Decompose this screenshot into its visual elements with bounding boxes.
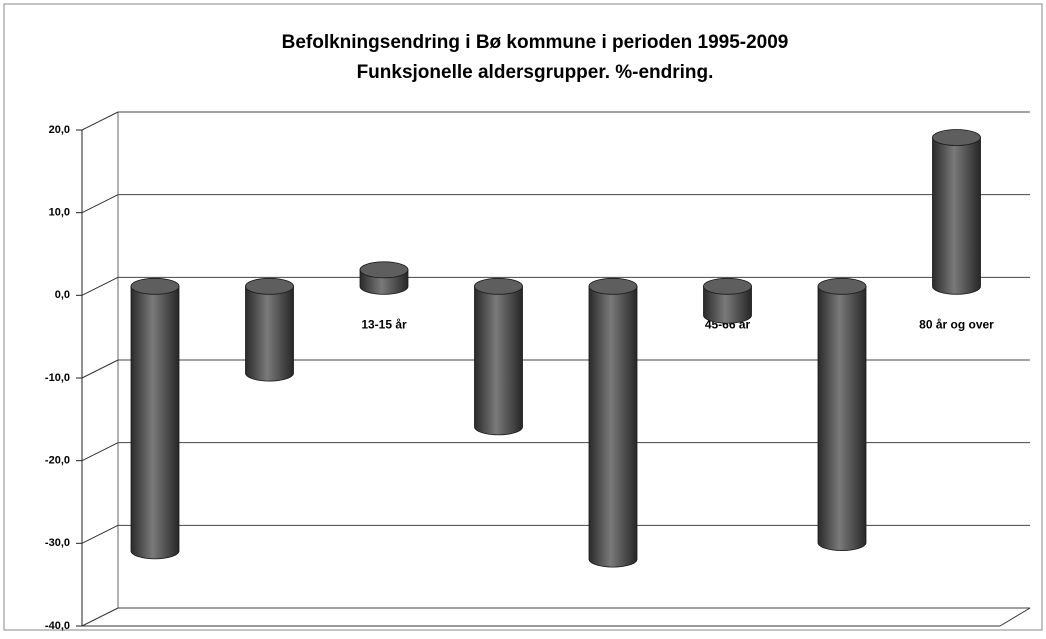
bar-top bbox=[588, 277, 638, 295]
floor-edge bbox=[999, 607, 1031, 627]
bar bbox=[474, 285, 523, 436]
bar bbox=[932, 137, 981, 295]
bar-top bbox=[932, 129, 981, 146]
bar-top bbox=[245, 277, 294, 295]
chart-subtitle: Funksjonelle aldersgrupper. %-endring. bbox=[357, 62, 714, 83]
bar bbox=[588, 285, 638, 568]
y-tick-label: 20,0 bbox=[49, 124, 70, 136]
y-tick-label: -30,0 bbox=[45, 537, 70, 549]
bar bbox=[245, 285, 294, 382]
bar-top bbox=[474, 277, 523, 295]
bar-top bbox=[130, 277, 180, 295]
bar bbox=[130, 285, 180, 560]
grid-line bbox=[81, 607, 119, 627]
bar-top bbox=[703, 277, 752, 295]
grid-line bbox=[81, 111, 119, 131]
grid-line bbox=[81, 524, 119, 544]
y-tick-label: 10,0 bbox=[49, 207, 70, 219]
x-tick-label: 80 år og over bbox=[919, 318, 994, 332]
y-tick-label: 0,0 bbox=[55, 289, 70, 301]
bar bbox=[817, 285, 867, 551]
bar bbox=[703, 285, 752, 324]
chart-title: Befolkningsendring i Bø kommune i period… bbox=[282, 32, 789, 53]
grid-line bbox=[81, 442, 119, 462]
bar-top bbox=[359, 261, 409, 279]
grid-line bbox=[81, 194, 119, 214]
y-tick-label: -20,0 bbox=[45, 455, 70, 467]
x-tick-label: 13-15 år bbox=[361, 318, 407, 332]
y-tick-label: -40,0 bbox=[45, 620, 70, 632]
grid-line bbox=[81, 276, 119, 296]
y-tick-label: -10,0 bbox=[45, 372, 70, 384]
grid-line bbox=[81, 359, 119, 379]
bar-top bbox=[817, 277, 867, 295]
